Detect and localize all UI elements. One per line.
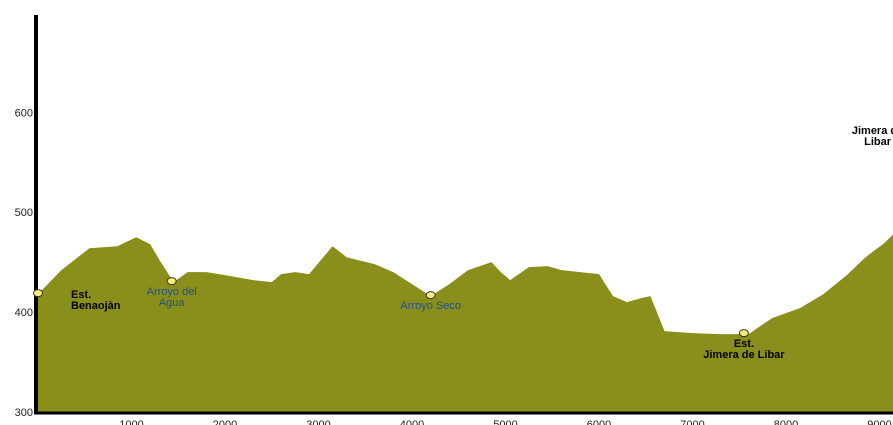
y-tick-label: 400 — [15, 307, 33, 319]
waypoint-marker — [166, 277, 177, 286]
waypoint-label-line: Libar — [864, 136, 892, 148]
x-tick-label: 2000 — [213, 419, 237, 425]
x-tick-label: 4000 — [400, 419, 424, 425]
waypoint-label-line: Est. — [71, 289, 91, 301]
y-tick-labels: 300 400 500 600 — [15, 107, 33, 419]
waypoint-marker — [738, 329, 749, 338]
y-tick-label: 300 — [15, 407, 33, 419]
waypoint-label-line: Agua — [159, 297, 186, 309]
x-tick-label: 1000 — [119, 419, 143, 425]
x-tick-label: 3000 — [306, 419, 330, 425]
x-tick-label: 9000 — [867, 419, 891, 425]
waypoint-label: Est. Jimera de Libar — [703, 338, 785, 361]
x-tick-label: 6000 — [587, 419, 611, 425]
waypoint-label: Est. Benaojàn — [71, 289, 121, 312]
waypoint-label-line: Est. — [734, 338, 754, 350]
y-tick-label: 500 — [15, 207, 33, 219]
elevation-area-layer — [38, 220, 893, 412]
waypoint-label: Arroyo Seco — [400, 300, 461, 312]
waypoint-marker — [425, 291, 436, 300]
elevation-area — [38, 220, 893, 412]
waypoint-label-line: Jimera de — [852, 125, 893, 137]
x-tick-label: 7000 — [680, 419, 704, 425]
x-tick-labels: 1000 2000 3000 4000 5000 6000 7000 8000 9000 — [119, 419, 891, 425]
x-tick-label: 5000 — [493, 419, 517, 425]
waypoint-label-line: Arroyo del — [147, 286, 197, 298]
waypoint-marker — [33, 289, 43, 298]
axes-layer — [34, 15, 893, 415]
waypoint-label: Arroyo del Agua — [147, 286, 197, 309]
waypoint-label-line: Jimera de Libar — [703, 349, 785, 361]
y-tick-label: 600 — [15, 107, 33, 119]
waypoint-label-line: Benaojàn — [71, 300, 121, 312]
waypoint-markers — [33, 277, 749, 338]
x-tick-label: 8000 — [774, 419, 798, 425]
waypoint-label-line: Arroyo Seco — [400, 300, 461, 312]
